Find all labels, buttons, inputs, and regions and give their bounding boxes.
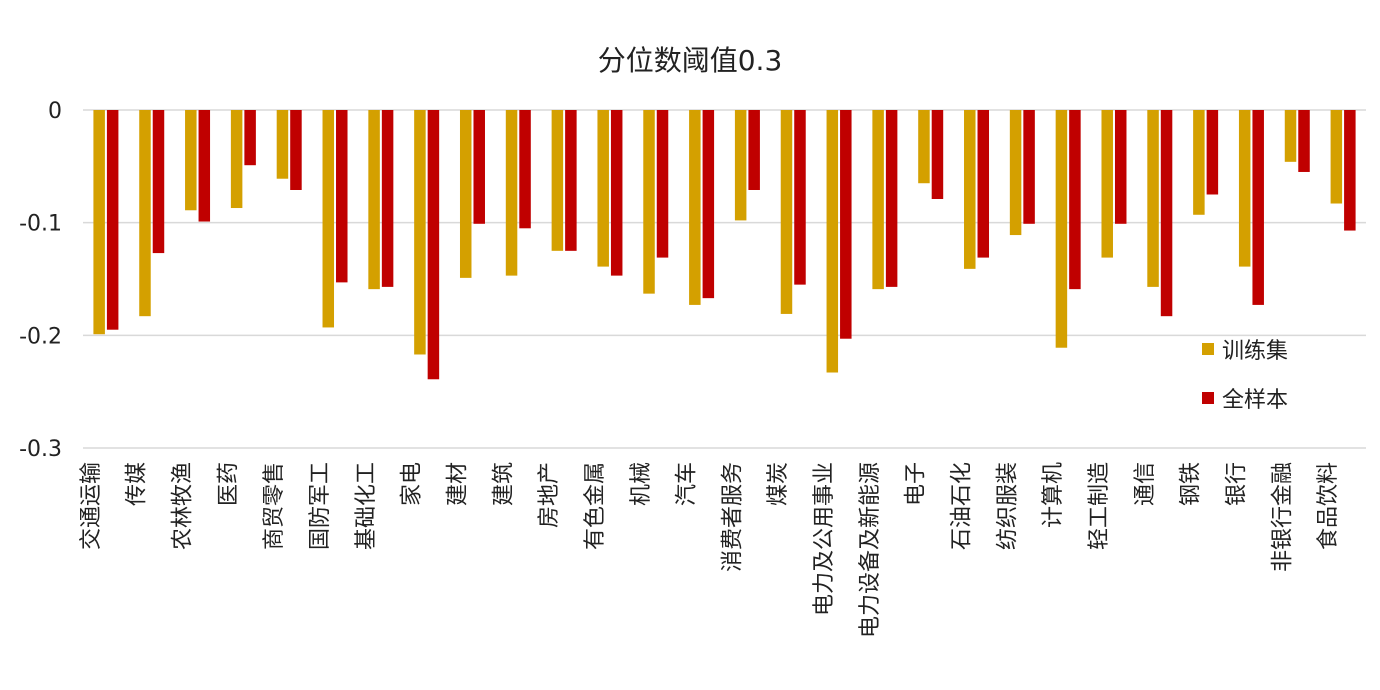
bar — [1055, 110, 1068, 348]
x-tick-label: 国防军工 — [308, 462, 333, 550]
x-tick-label: 电力设备及新能源 — [858, 462, 883, 638]
x-tick-label: 煤炭 — [766, 462, 791, 506]
y-tick-label: -0.1 — [19, 212, 62, 237]
bar — [840, 110, 852, 339]
bar — [734, 110, 747, 221]
x-tick-label: 家电 — [400, 462, 425, 506]
x-tick-label: 医药 — [216, 462, 241, 506]
x-tick-label: 建筑 — [491, 462, 516, 506]
legend: 训练集 全样本 — [1202, 339, 1288, 413]
bar — [643, 110, 655, 294]
x-tick-label: 食品饮料 — [1316, 462, 1341, 550]
bar — [230, 110, 243, 209]
bar — [702, 110, 715, 299]
x-tick-label: 传媒 — [125, 462, 150, 506]
bar — [1009, 110, 1022, 236]
bar — [794, 110, 806, 285]
bar — [244, 110, 256, 166]
bar — [198, 110, 211, 222]
bar — [427, 110, 440, 380]
bar — [977, 110, 990, 258]
gridlines — [83, 109, 1366, 449]
legend-label-train: 训练集 — [1222, 339, 1288, 364]
x-tick-label: 电子 — [904, 462, 929, 506]
bar — [473, 110, 485, 224]
bar — [964, 110, 976, 269]
bar — [1147, 110, 1159, 287]
bar — [748, 110, 760, 190]
bar — [1298, 110, 1310, 172]
bar — [656, 110, 669, 258]
bar — [519, 110, 531, 229]
bar — [106, 110, 119, 330]
x-tick-label: 农林牧渔 — [171, 462, 196, 550]
bar — [931, 110, 944, 200]
bar — [336, 110, 348, 283]
legend-label-full: 全样本 — [1222, 388, 1288, 413]
bar — [1238, 110, 1251, 267]
x-tick-label: 钢铁 — [1179, 462, 1204, 506]
bar — [885, 110, 898, 287]
bar — [1344, 110, 1356, 231]
y-axis-ticks: 0 -0.1 -0.2 -0.3 — [19, 99, 62, 462]
x-tick-label: 建材 — [445, 462, 470, 506]
bar — [826, 110, 839, 373]
bar — [1023, 110, 1035, 224]
bar — [381, 110, 394, 287]
bar — [610, 110, 623, 276]
bar — [1101, 110, 1113, 258]
x-axis-ticks: 交通运输 传媒 农林牧渔 医药 商贸零售 国防军工 基础化工 家电 建材 建筑 房地产 有色金属 机械汽… — [79, 462, 1341, 638]
bar — [1069, 110, 1081, 290]
chart-title: 分位数阈值0.3 — [598, 44, 783, 77]
x-tick-label: 银行 — [1224, 462, 1249, 506]
bar — [918, 110, 930, 184]
bar — [322, 110, 335, 328]
bar — [1193, 110, 1205, 215]
bar — [565, 110, 577, 251]
x-tick-label: 计算机 — [1041, 462, 1066, 528]
x-tick-label: 轻工制造 — [1087, 462, 1112, 550]
bar — [139, 110, 151, 317]
x-tick-label: 汽车 — [675, 462, 700, 506]
y-tick-label: -0.2 — [19, 324, 62, 349]
x-tick-label: 商贸零售 — [262, 462, 287, 550]
bar — [185, 110, 197, 211]
y-tick-label: 0 — [48, 99, 62, 124]
bar — [597, 110, 609, 267]
bar — [505, 110, 518, 276]
bar — [414, 110, 426, 355]
bar — [368, 110, 380, 290]
x-tick-label: 石油石化 — [950, 462, 975, 550]
bar — [689, 110, 701, 305]
bar — [1284, 110, 1297, 162]
bar — [1252, 110, 1264, 305]
bar — [276, 110, 289, 179]
bar — [1330, 110, 1343, 204]
x-tick-label: 有色金属 — [583, 462, 608, 550]
x-tick-label: 通信 — [1133, 462, 1158, 506]
x-tick-label: 房地产 — [537, 462, 562, 528]
legend-swatch-train — [1202, 343, 1214, 355]
x-tick-label: 交通运输 — [79, 462, 104, 550]
x-tick-label: 消费者服务 — [720, 462, 745, 572]
bar — [290, 110, 302, 190]
x-tick-label: 机械 — [629, 462, 654, 506]
bar — [1160, 110, 1173, 317]
bar — [780, 110, 793, 314]
bar — [1114, 110, 1127, 224]
y-tick-label: -0.3 — [19, 437, 62, 462]
x-tick-label: 电力及公用事业 — [812, 462, 837, 616]
bars — [93, 110, 1356, 380]
bar — [459, 110, 472, 278]
x-tick-label: 纺织服装 — [995, 462, 1020, 550]
bar — [152, 110, 165, 254]
bar — [872, 110, 884, 290]
x-tick-label: 非银行金融 — [1270, 462, 1295, 572]
x-tick-label: 基础化工 — [354, 462, 379, 550]
bar — [1206, 110, 1219, 195]
bar — [551, 110, 564, 251]
legend-swatch-full — [1202, 392, 1214, 404]
bar — [93, 110, 105, 335]
